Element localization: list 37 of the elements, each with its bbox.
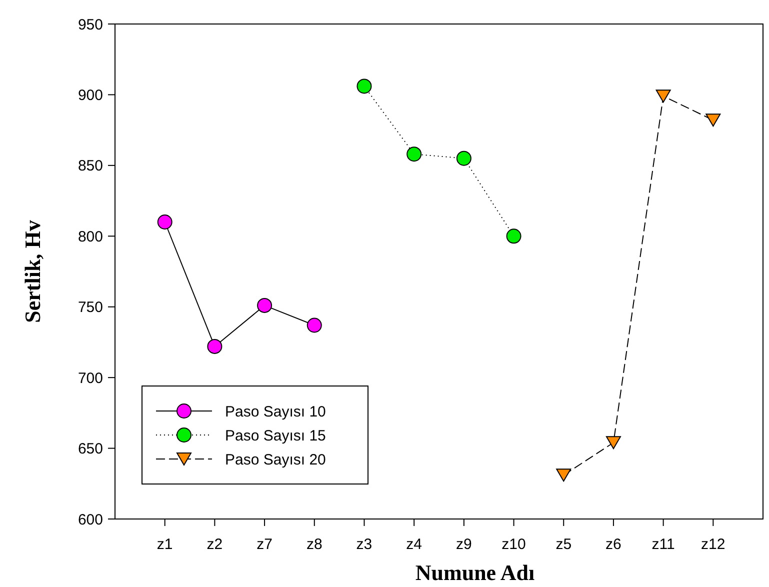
point [257, 298, 272, 313]
y-tick-label: 800 [78, 228, 103, 246]
point [157, 214, 172, 230]
x-tick-label: z7 [256, 536, 272, 553]
y-tick-label: 900 [78, 86, 103, 104]
point [606, 436, 621, 450]
legend-label: Paso Sayısı 20 [225, 451, 326, 468]
point [456, 150, 472, 166]
x-tick-label: z11 [652, 536, 675, 553]
y-tick-label: 950 [78, 16, 103, 34]
point [556, 468, 572, 482]
y-tick-label: 850 [78, 158, 103, 175]
y-tick-label: 750 [78, 299, 103, 316]
y-tick-label: 600 [78, 511, 103, 528]
point [207, 338, 222, 354]
x-tick-label: z12 [701, 536, 726, 553]
x-tick-label: z6 [606, 536, 622, 553]
point [356, 78, 372, 94]
point [506, 228, 522, 244]
x-tick-label: z5 [556, 536, 572, 553]
legend-label: Paso Sayısı 15 [225, 427, 326, 444]
y-axis-title: Sertlik, Hv [20, 220, 45, 323]
x-tick-label: z9 [456, 536, 472, 553]
x-tick-label: z10 [502, 536, 526, 553]
point [406, 146, 422, 162]
point [656, 90, 671, 103]
y-tick-label: 650 [78, 440, 103, 458]
x-tick-label: z1 [156, 536, 173, 553]
x-tick-label: z3 [356, 536, 372, 553]
x-axis-title: Numune Adı [415, 560, 535, 585]
y-tick-label: 700 [78, 370, 103, 387]
x-tick-label: z8 [306, 536, 322, 553]
point [706, 114, 721, 127]
point [306, 318, 322, 333]
x-tick-label: z2 [206, 536, 223, 553]
legend-label: Paso Sayısı 10 [225, 403, 326, 420]
x-tick-label: z4 [406, 536, 422, 553]
